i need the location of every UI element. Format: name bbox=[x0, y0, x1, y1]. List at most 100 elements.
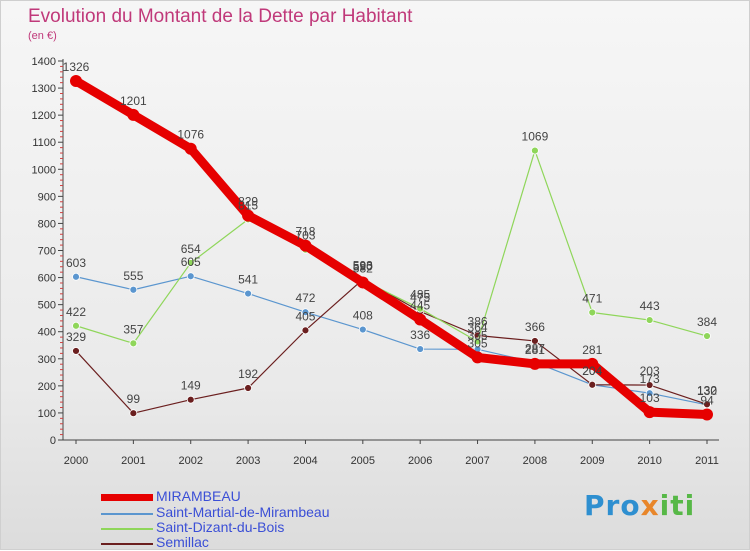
data-label: 1326 bbox=[63, 60, 90, 74]
chart-data-labels: 603 555 605 541 472 408 336 335 287 204 173 130 329 9… bbox=[63, 60, 718, 408]
data-point bbox=[643, 406, 656, 419]
data-label: 281 bbox=[582, 343, 602, 357]
y-tick-label: 200 bbox=[38, 381, 56, 393]
data-point bbox=[645, 316, 654, 324]
data-point bbox=[416, 345, 425, 353]
data-point bbox=[301, 308, 310, 317]
data-label: 305 bbox=[468, 336, 488, 350]
data-label: 541 bbox=[238, 273, 258, 287]
logo-part: iti bbox=[659, 489, 696, 522]
data-point bbox=[70, 75, 82, 88]
data-label: 555 bbox=[123, 269, 143, 283]
data-label: 329 bbox=[66, 330, 86, 344]
legend-label: Semillac bbox=[156, 534, 209, 550]
proxiti-logo: Proxiti bbox=[584, 489, 695, 522]
data-point bbox=[356, 276, 369, 289]
data-point bbox=[301, 326, 310, 335]
data-point bbox=[701, 408, 713, 421]
data-point bbox=[586, 357, 599, 370]
data-point bbox=[299, 239, 312, 252]
data-label: 364 bbox=[468, 320, 488, 334]
y-tick-label: 600 bbox=[38, 273, 56, 285]
data-label: 204 bbox=[582, 364, 602, 378]
data-label: 384 bbox=[697, 315, 717, 329]
data-label: 386 bbox=[468, 315, 488, 329]
x-tick-label: 2009 bbox=[580, 455, 604, 467]
data-label: 603 bbox=[66, 256, 86, 270]
y-tick-label: 1100 bbox=[32, 137, 56, 149]
y-tick-label: 0 bbox=[50, 435, 56, 447]
logo-part: x bbox=[640, 489, 660, 522]
x-tick-label: 2002 bbox=[178, 455, 202, 467]
x-tick-label: 2008 bbox=[523, 455, 547, 467]
data-label: 718 bbox=[295, 225, 315, 239]
data-label: 485 bbox=[410, 288, 430, 302]
legend-label: Saint-Martial-de-Mirambeau bbox=[156, 504, 330, 520]
x-tick-label: 2010 bbox=[637, 455, 661, 467]
data-point bbox=[72, 321, 80, 330]
data-point bbox=[473, 337, 482, 346]
x-tick-label: 2004 bbox=[293, 455, 317, 467]
data-label: 472 bbox=[295, 291, 315, 305]
data-label: 582 bbox=[353, 261, 373, 275]
x-tick-label: 2006 bbox=[408, 455, 432, 467]
data-point bbox=[72, 272, 80, 281]
data-label: 1069 bbox=[522, 130, 549, 144]
data-point bbox=[186, 272, 195, 281]
data-label: 445 bbox=[410, 299, 430, 313]
data-label: 132 bbox=[697, 383, 717, 397]
data-label: 605 bbox=[181, 255, 201, 269]
data-label: 94 bbox=[700, 394, 714, 408]
series-line-saint-martial-de-mirambeau bbox=[75, 275, 708, 406]
data-point bbox=[184, 142, 197, 155]
y-tick-label: 100 bbox=[38, 408, 56, 420]
legend-swatch bbox=[101, 543, 153, 545]
chart-series bbox=[70, 75, 713, 421]
data-point bbox=[72, 347, 80, 355]
data-label: 815 bbox=[238, 198, 258, 212]
data-label: 1076 bbox=[177, 128, 204, 142]
y-tick-label: 900 bbox=[38, 191, 56, 203]
data-point bbox=[703, 400, 711, 409]
data-point bbox=[588, 308, 597, 317]
data-point bbox=[531, 146, 539, 155]
data-point bbox=[186, 259, 195, 267]
x-tick-label: 2007 bbox=[465, 455, 489, 467]
data-point bbox=[244, 289, 252, 298]
data-point bbox=[129, 409, 138, 418]
data-label: 287 bbox=[525, 341, 545, 355]
legend-swatch bbox=[101, 513, 153, 515]
data-label: 192 bbox=[238, 367, 258, 381]
y-tick-label: 500 bbox=[38, 300, 56, 312]
data-label: 103 bbox=[640, 391, 660, 405]
x-tick-label: 2001 bbox=[121, 455, 145, 467]
data-label: 281 bbox=[525, 343, 545, 357]
data-label: 149 bbox=[181, 379, 201, 393]
y-tick-label: 1400 bbox=[32, 56, 56, 68]
data-label: 408 bbox=[353, 309, 373, 323]
chart-unit: (en €) bbox=[28, 30, 57, 42]
data-label: 703 bbox=[295, 229, 315, 243]
data-label: 443 bbox=[640, 299, 660, 313]
data-point bbox=[416, 304, 425, 313]
series-line-saint-dizant-du-bois bbox=[75, 150, 708, 344]
data-point bbox=[645, 381, 654, 389]
data-point bbox=[703, 332, 711, 340]
data-label: 204 bbox=[582, 364, 602, 378]
data-point bbox=[186, 395, 195, 404]
data-point bbox=[414, 313, 427, 326]
y-tick-label: 700 bbox=[38, 246, 56, 258]
x-tick-label: 2000 bbox=[64, 455, 88, 467]
data-label: 335 bbox=[468, 328, 488, 342]
legend-label: MIRAMBEAU bbox=[156, 488, 241, 504]
data-label: 405 bbox=[295, 309, 315, 323]
data-point bbox=[244, 384, 252, 392]
data-label: 336 bbox=[410, 328, 430, 342]
data-point bbox=[471, 351, 484, 364]
data-label: 130 bbox=[697, 384, 717, 398]
legend-swatch bbox=[101, 528, 153, 530]
data-point bbox=[531, 337, 539, 345]
series-line-mirambeau bbox=[71, 76, 712, 420]
